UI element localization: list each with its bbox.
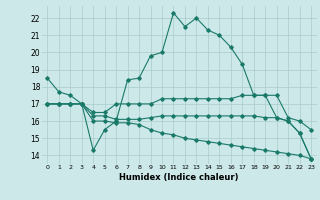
X-axis label: Humidex (Indice chaleur): Humidex (Indice chaleur)	[119, 173, 239, 182]
